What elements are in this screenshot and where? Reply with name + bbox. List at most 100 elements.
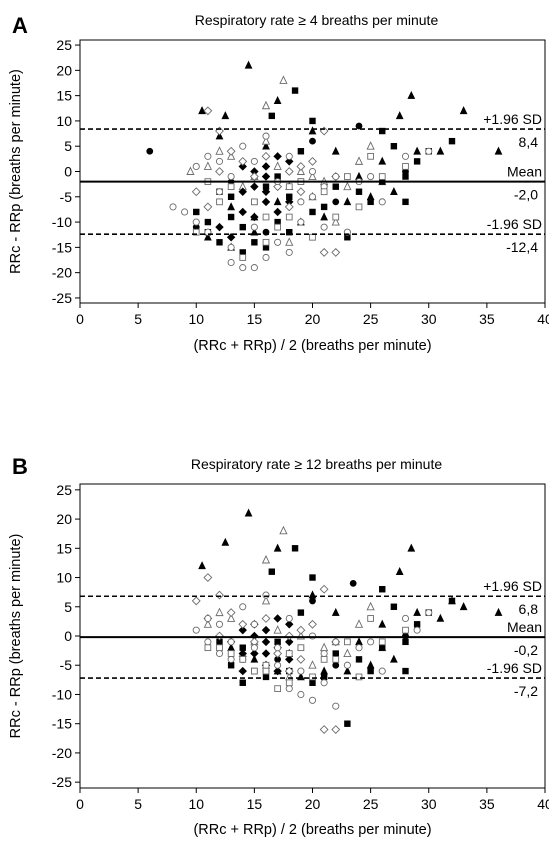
data-point	[192, 218, 200, 226]
data-point	[331, 217, 340, 226]
data-point	[367, 638, 375, 646]
data-point	[285, 183, 293, 191]
data-point	[401, 614, 410, 623]
data-point	[379, 586, 386, 593]
data-point	[297, 218, 305, 226]
data-point	[389, 187, 398, 196]
data-point	[261, 136, 271, 145]
data-point	[239, 142, 247, 150]
data-point	[250, 649, 259, 658]
x-tick-label: 5	[134, 796, 142, 812]
y-tick-label: 25	[56, 37, 72, 53]
data-point	[204, 638, 212, 646]
data-point	[215, 590, 224, 600]
scatter-points	[146, 60, 503, 272]
data-point	[191, 596, 201, 606]
data-point	[395, 111, 404, 120]
data-point	[332, 702, 340, 710]
data-point	[227, 650, 235, 657]
data-point	[343, 648, 352, 657]
data-point	[261, 100, 271, 110]
data-point	[198, 106, 206, 115]
data-point	[309, 679, 316, 686]
data-point	[344, 720, 351, 727]
data-point	[297, 690, 305, 699]
x-tick-label: 10	[188, 796, 204, 812]
data-point	[262, 661, 270, 669]
x-tick-label: 10	[188, 311, 204, 327]
data-point	[192, 626, 200, 634]
x-tick-label: 30	[421, 796, 437, 812]
data-point	[390, 603, 398, 610]
data-point	[344, 638, 351, 646]
data-point	[274, 685, 281, 692]
data-point	[215, 649, 224, 658]
data-point	[216, 198, 223, 206]
x-tick-label: 0	[76, 796, 84, 812]
data-point	[320, 649, 328, 658]
data-point	[285, 637, 294, 647]
data-point	[215, 222, 224, 232]
data-point	[215, 188, 224, 196]
data-point	[332, 173, 340, 181]
data-point	[285, 679, 293, 687]
panel-letter: A	[12, 13, 28, 38]
y-tick-label: 20	[56, 62, 72, 78]
data-point	[378, 638, 386, 646]
data-point	[273, 666, 282, 676]
data-point	[308, 156, 317, 166]
data-point	[261, 637, 271, 647]
data-point	[320, 666, 329, 675]
data-point	[261, 151, 271, 161]
data-point	[273, 543, 282, 552]
data-point	[296, 166, 305, 175]
data-point	[296, 162, 306, 171]
data-point	[227, 173, 235, 181]
data-point	[284, 631, 294, 641]
data-point	[402, 626, 409, 634]
data-point	[402, 638, 409, 646]
data-point	[279, 525, 288, 535]
data-point	[285, 237, 294, 246]
data-point	[251, 198, 258, 206]
data-point	[239, 679, 246, 686]
data-point	[238, 619, 248, 629]
chart-title: Respiratory rate ≥ 12 breaths per minute	[191, 456, 442, 472]
data-point	[285, 685, 293, 693]
data-point	[227, 613, 236, 622]
data-point	[309, 117, 316, 125]
data-point	[227, 193, 235, 200]
data-point	[204, 614, 212, 623]
data-point	[274, 238, 282, 246]
mean-value-label: -0,2	[514, 642, 538, 658]
data-point	[227, 151, 236, 160]
data-point	[239, 254, 247, 261]
data-point	[226, 146, 236, 156]
chart-panel-a: A Respiratory rate ≥ 4 breaths per minute…	[8, 12, 549, 354]
data-point	[367, 667, 374, 675]
chart-panel-b: B Respiratory rate ≥ 12 breaths per minut…	[8, 454, 549, 838]
data-point	[319, 584, 329, 594]
data-point	[169, 203, 177, 211]
data-point	[308, 632, 317, 640]
data-point	[261, 172, 271, 181]
data-point	[227, 202, 236, 211]
data-point	[285, 620, 294, 629]
data-point	[284, 202, 294, 212]
data-point	[285, 248, 293, 256]
data-point	[227, 243, 235, 251]
data-point	[146, 147, 154, 155]
data-point	[204, 644, 212, 652]
y-tick-label: 15	[56, 88, 72, 104]
data-point	[191, 187, 201, 197]
data-point	[389, 654, 398, 663]
x-tick-label: 40	[537, 311, 549, 327]
data-point	[355, 656, 363, 663]
data-point	[425, 147, 433, 155]
data-point	[250, 212, 259, 222]
data-point	[378, 198, 386, 206]
data-point	[279, 75, 288, 84]
y-tick-label: 10	[56, 570, 72, 586]
data-point	[273, 625, 282, 634]
